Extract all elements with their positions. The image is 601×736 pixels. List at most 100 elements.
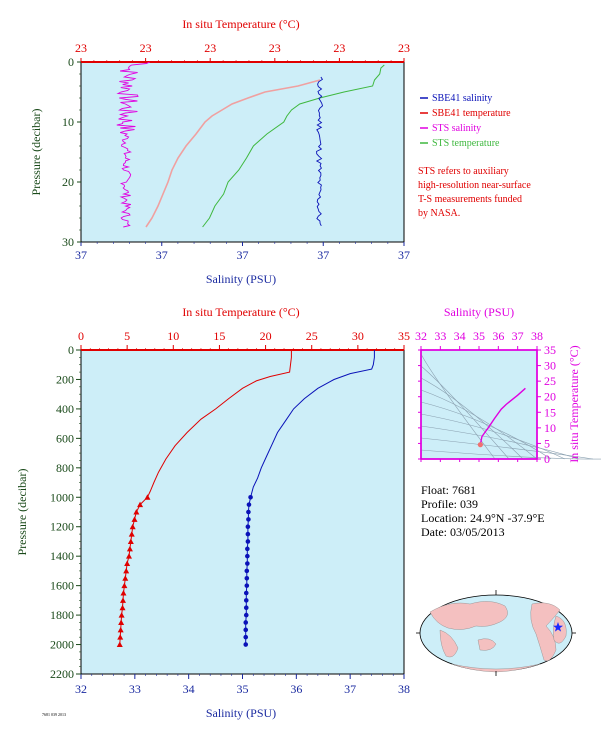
main-left-tick-label: 1800	[50, 608, 74, 622]
main-top-tick-label: 15	[213, 329, 225, 343]
ts-top-tick-label: 38	[531, 329, 543, 343]
sts-note-line-4: by NASA.	[418, 208, 460, 219]
legend-label-sbe41-temperature: SBE41 temperature	[432, 108, 511, 119]
temperature-sample-point	[129, 523, 136, 530]
float-id: Float: 7681	[421, 483, 476, 497]
salinity-sample-point	[243, 612, 249, 618]
legend-label-sts-salinity: STS salinity	[432, 123, 481, 134]
temperature-sample-point	[133, 509, 140, 515]
ts-right-tick-label: 20	[544, 390, 556, 404]
ts-right-tick-label: 35	[544, 343, 556, 357]
temperature-sample-point	[117, 626, 124, 633]
top-panel-bottom-tick-label: 37	[156, 248, 168, 262]
top-panel-left-tick-label: 0	[68, 55, 74, 69]
ts-right-tick-label: 5	[544, 436, 550, 450]
top-plot-area	[80, 61, 405, 243]
top-panel-top-axis-label: In situ Temperature (°C)	[182, 17, 299, 31]
salinity-sample-point	[245, 539, 251, 544]
ts-density-contour	[420, 449, 601, 460]
sts-note: STS refers to auxiliary high-resolution …	[418, 166, 531, 219]
main-bottom-tick-label: 34	[183, 682, 195, 696]
ts-right-tick-label: 15	[544, 405, 556, 419]
main-top-tick-label: 20	[260, 329, 272, 343]
ts-top-tick-label: 34	[454, 329, 466, 343]
main-ticks-group: 0 5 10 15 20 25 30 35 32 33 34 35 36 37 38 0 200 400 600 80…	[50, 329, 410, 696]
temperature-line-upper	[146, 350, 292, 498]
temperature-sample-point	[120, 590, 127, 596]
map-land-americas	[530, 602, 561, 662]
main-bottom-tick-label: 35	[237, 682, 249, 696]
salinity-sample-point	[245, 531, 251, 537]
top-series-group	[116, 61, 385, 228]
temperature-sample-point	[124, 560, 131, 567]
top-panel-bottom-axis-label: Salinity (PSU)	[206, 272, 276, 286]
ts-density-contour	[420, 389, 538, 460]
main-top-tick-label: 25	[306, 329, 318, 343]
sbe41-temperature-line	[145, 79, 321, 228]
ts-plot-area	[420, 349, 538, 460]
top-panel-left-tick-label: 20	[62, 175, 74, 189]
salinity-sample-point	[244, 568, 250, 574]
temperature-sample-point	[131, 516, 138, 522]
salinity-sample-point	[246, 502, 252, 507]
ts-top-tick-label: 35	[473, 329, 485, 343]
main-bottom-tick-label: 38	[398, 682, 410, 696]
salinity-sample-point	[246, 517, 251, 522]
main-top-tick-label: 35	[398, 329, 410, 343]
float-info: Float: 7681 Profile: 039 Location: 24.9°…	[421, 483, 545, 539]
map-land-africa-asia	[439, 629, 459, 658]
salinity-sample-point	[244, 575, 250, 581]
salinity-sample-point	[245, 561, 250, 566]
temperature-sample-point	[117, 634, 124, 640]
ts-deep-cluster-point	[477, 442, 483, 448]
salinity-sample-point	[243, 620, 249, 625]
temperature-sample-point	[118, 612, 125, 618]
main-top-tick-label: 5	[124, 329, 130, 343]
temperature-sample-point	[137, 501, 144, 508]
main-series-group	[116, 350, 375, 648]
temperature-sample-point	[118, 619, 125, 625]
legend-label-sbe41-salinity: SBE41 salinity	[432, 93, 492, 104]
top-panel-left-axis-label: Pressure (decibar)	[29, 109, 43, 196]
temperature-sample-point	[144, 494, 151, 500]
ts-series-group	[477, 387, 526, 448]
ts-right-tick-label: 25	[544, 374, 556, 388]
salinity-sample-point	[246, 509, 251, 515]
sts-note-line-2: high-resolution near-surface	[418, 180, 531, 191]
world-map	[416, 590, 576, 676]
ts-density-contour	[420, 377, 524, 460]
temperature-sample-point	[127, 538, 134, 544]
salinity-sample-point	[244, 583, 250, 588]
top-panel-top-tick-label: 23	[269, 41, 281, 55]
sts-note-line-3: T-S measurements funded	[418, 194, 522, 205]
profile-number: Profile: 039	[421, 497, 478, 511]
salinity-sample-point	[243, 642, 249, 647]
map-land	[429, 601, 567, 673]
main-left-tick-label: 1000	[50, 490, 74, 504]
ts-density-contour	[420, 437, 594, 460]
ts-top-axis-label: Salinity (PSU)	[444, 305, 514, 319]
top-panel-left-tick-label: 30	[62, 235, 74, 249]
footer-small-text: 7681 039 2013	[42, 712, 66, 717]
salinity-sample-point	[243, 598, 249, 603]
temperature-sample-point	[122, 575, 129, 581]
ts-top-tick-label: 37	[512, 329, 524, 343]
main-left-tick-label: 800	[56, 461, 74, 475]
salinity-sample-point	[243, 627, 249, 633]
main-panel-top-axis-label: In situ Temperature (°C)	[182, 305, 299, 319]
ts-right-tick-label: 10	[544, 421, 556, 435]
ts-right-axis-label: In situ Temperature (°C)	[567, 345, 581, 462]
salinity-line-upper	[250, 350, 375, 498]
salinity-sample-point	[245, 524, 251, 530]
top-panel-bottom-tick-label: 37	[398, 248, 410, 262]
float-location-star-icon	[553, 622, 563, 632]
sts-note-line-1: STS refers to auxiliary	[418, 166, 509, 177]
ts-right-tick-label: 30	[544, 359, 556, 373]
main-left-tick-label: 600	[56, 431, 74, 445]
main-bottom-tick-label: 32	[75, 682, 87, 696]
main-panel-left-axis-label: Pressure (decibar)	[15, 469, 29, 556]
map-land-australia	[477, 638, 497, 651]
top-panel-bottom-tick-label: 37	[237, 248, 249, 262]
